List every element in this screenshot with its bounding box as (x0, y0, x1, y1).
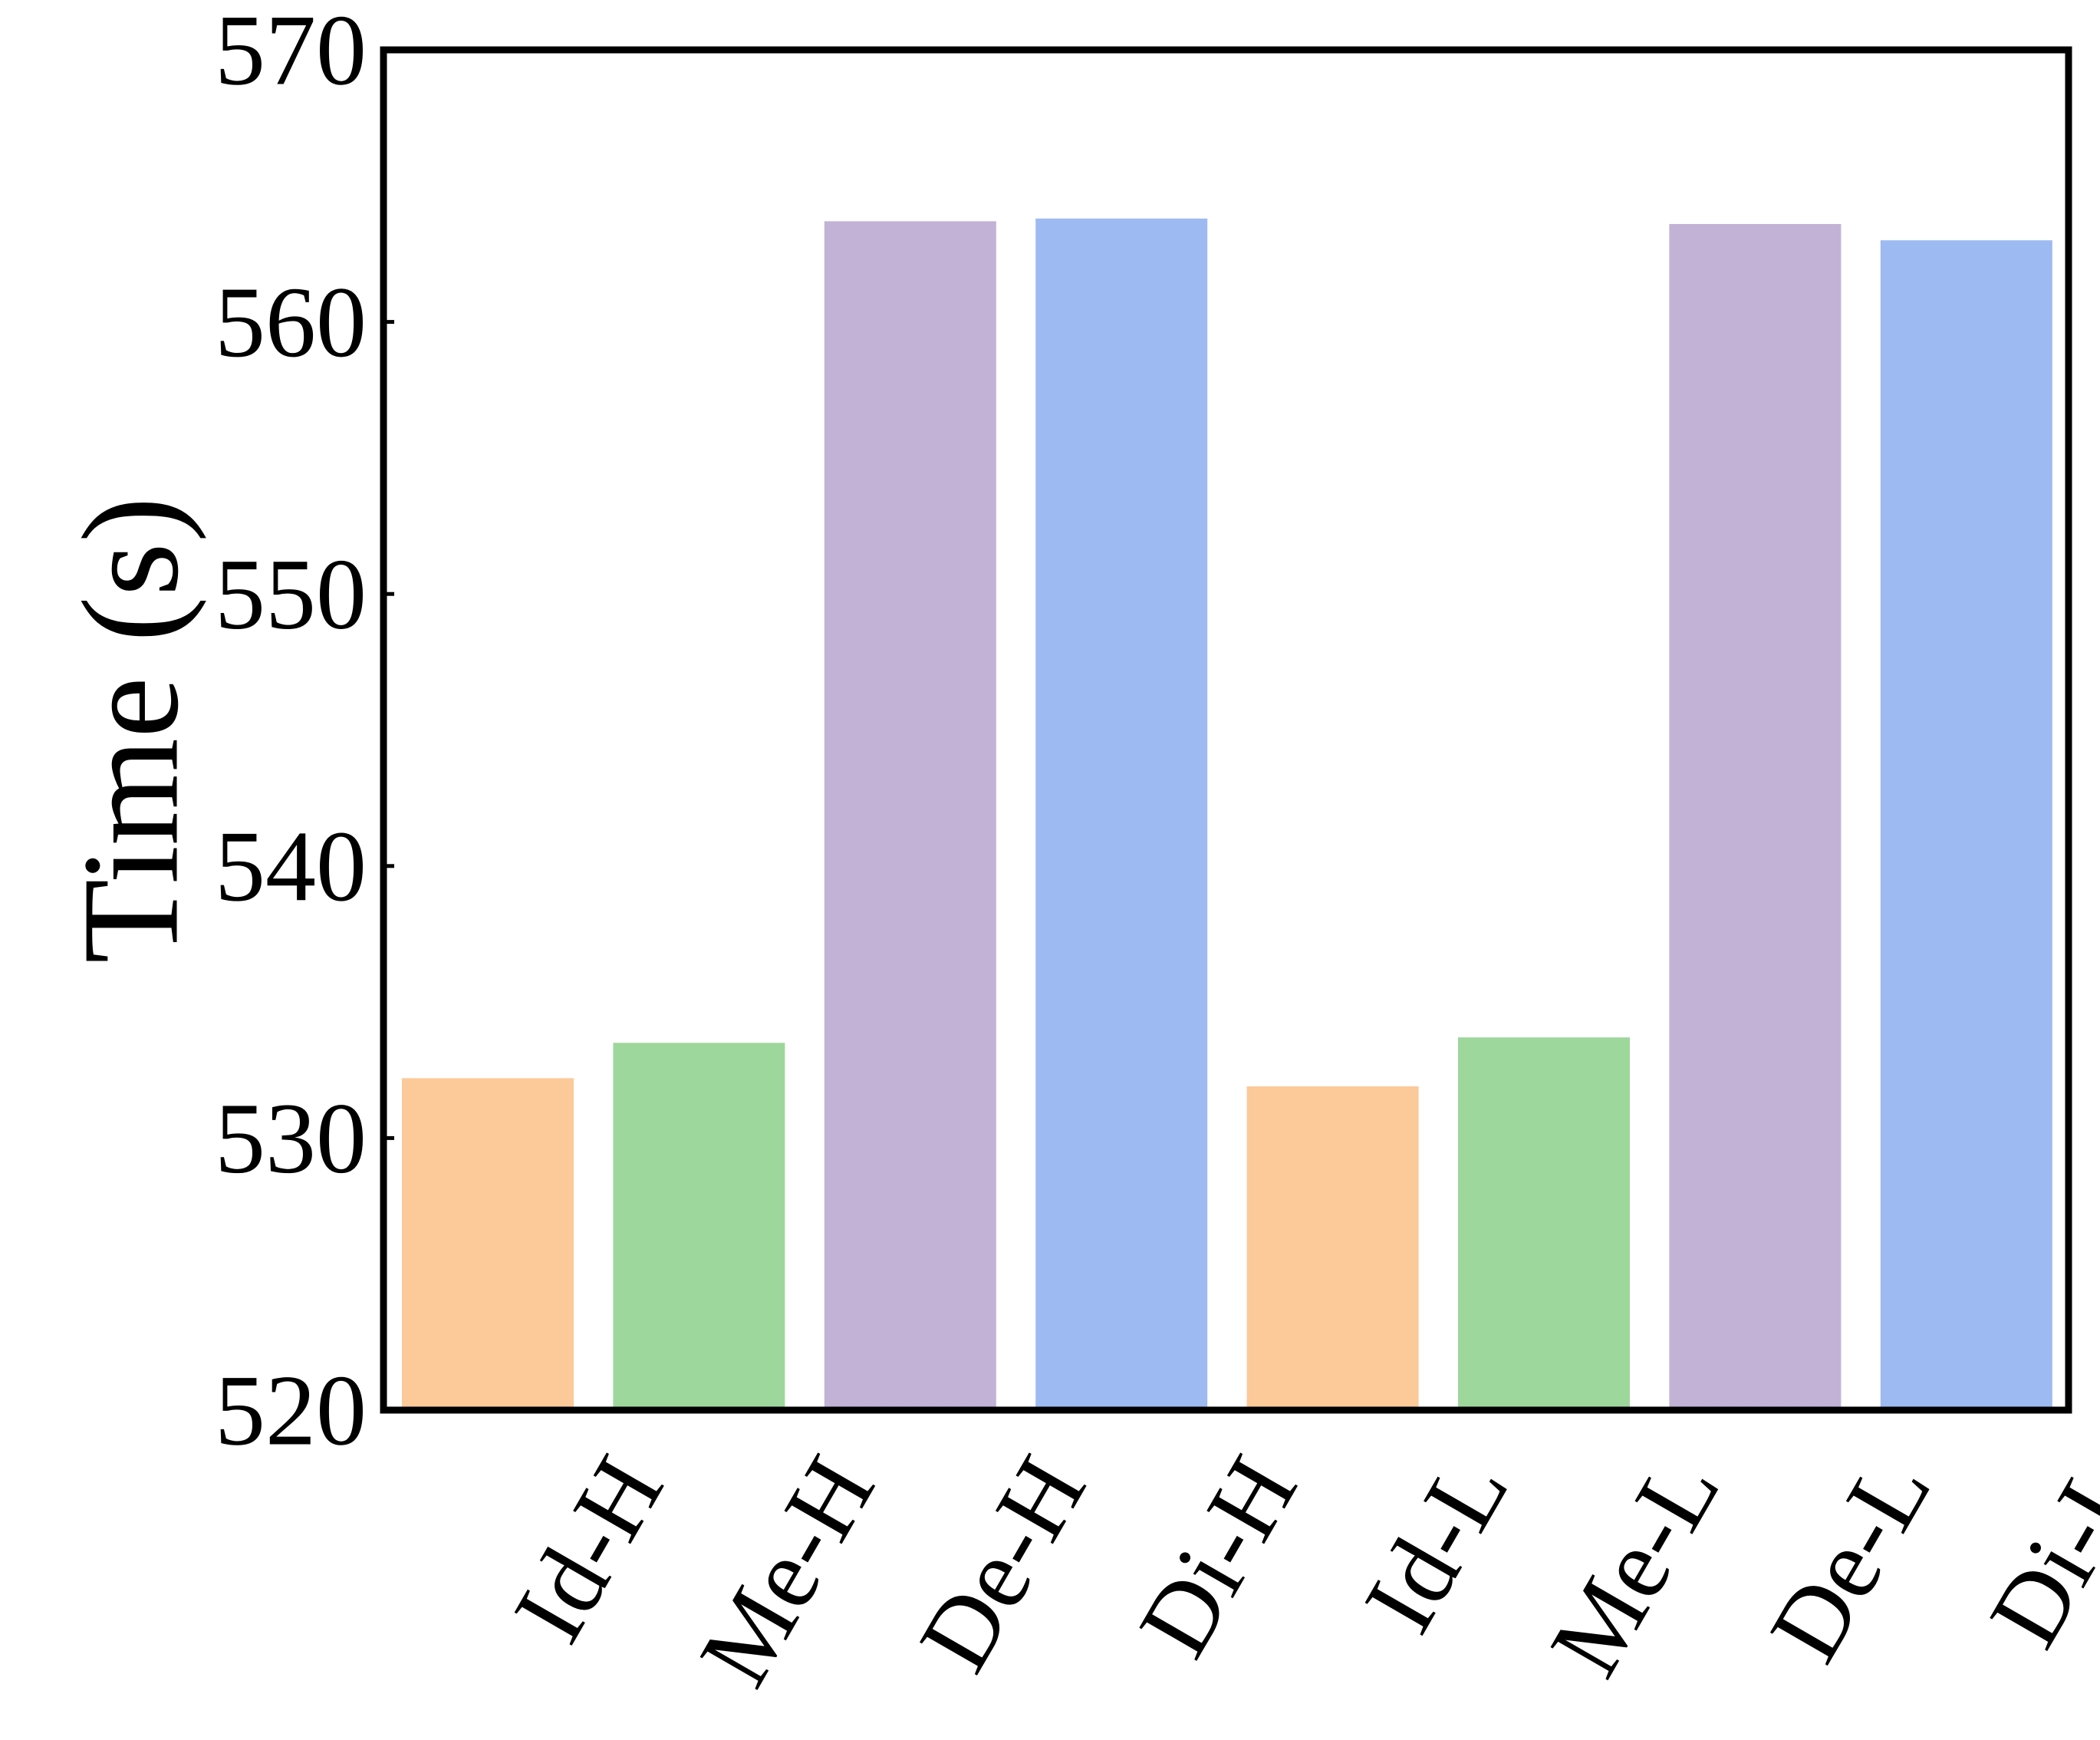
y-tick-label: 520 (215, 1354, 367, 1467)
x-tick-label-di-h: Di-H (1117, 1438, 1318, 1674)
x-tick-label-di-l: Di-L (1967, 1438, 2100, 1665)
y-axis-ticks: 520 530 540 550 560 570 (215, 0, 394, 1467)
bar-di-l (1880, 240, 2052, 1411)
y-tick-label: 550 (215, 538, 367, 651)
bar-de-l (1669, 223, 1842, 1411)
x-axis-ticks: Id-HMe-H De-H Di-H Id-LMe-L De-L Di-L (492, 1438, 2100, 1704)
y-tick-label: 570 (215, 0, 367, 107)
bar-me-h (613, 1043, 785, 1410)
bars-group (402, 218, 2052, 1411)
x-tick-label-id-l: Id-L (1342, 1438, 1530, 1650)
bar-id-l (1246, 1086, 1419, 1410)
x-tick-label-me-h: Me-H (677, 1438, 896, 1704)
y-tick-label: 560 (215, 265, 367, 378)
x-tick-label-id-h: Id-H (492, 1438, 685, 1659)
bar-de-h (824, 221, 996, 1411)
x-tick-label-de-h: De-H (897, 1438, 1108, 1689)
y-axis-title: Time (s) (54, 496, 207, 963)
bar-di-h (1035, 218, 1208, 1410)
y-tick-label: 530 (215, 1082, 367, 1195)
plot-frame (380, 46, 2072, 1414)
bar-id-h (402, 1078, 574, 1410)
bar-me-l (1458, 1037, 1630, 1410)
x-tick-label-me-l: Me-L (1528, 1438, 1741, 1694)
x-tick-label-de-l: De-L (1748, 1438, 1953, 1679)
y-tick-label: 540 (215, 809, 367, 922)
